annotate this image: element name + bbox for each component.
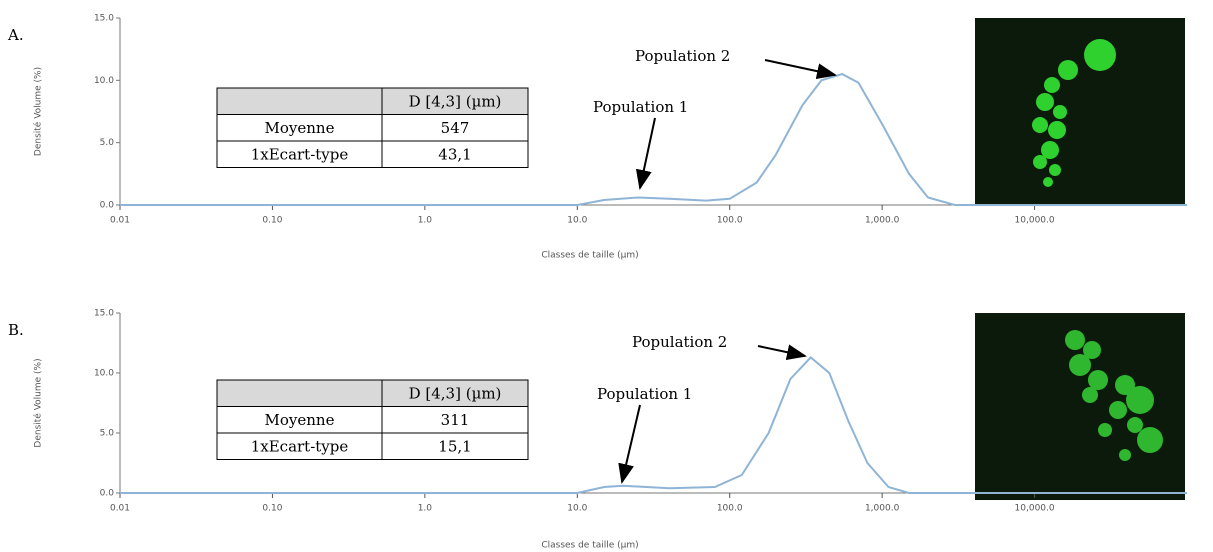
table-cell-text: 15,1 bbox=[438, 437, 471, 455]
table-header-cell bbox=[216, 87, 383, 115]
x-tick-label: 0.10 bbox=[262, 504, 282, 514]
x-axis-label: Classes de taille (µm) bbox=[541, 251, 638, 261]
table-cell-text: 43,1 bbox=[438, 145, 471, 163]
annotation-arrow bbox=[764, 59, 837, 80]
table-header-cell bbox=[216, 379, 383, 407]
x-axis-label: Classes de taille (µm) bbox=[541, 541, 638, 551]
x-tick-label: 100.0 bbox=[717, 216, 743, 226]
table-cell bbox=[216, 406, 383, 434]
y-tick-label: 5.0 bbox=[100, 429, 115, 439]
annotation-arrow bbox=[757, 344, 807, 361]
table-cell bbox=[381, 432, 529, 460]
table-cell bbox=[381, 114, 529, 142]
table-cell bbox=[216, 432, 383, 460]
table-cell-text: 1xEcart-type bbox=[251, 437, 349, 455]
annotation: Population 1 bbox=[597, 385, 692, 403]
x-tick-label: 10,000.0 bbox=[1015, 504, 1055, 514]
x-tick-label: 1,000.0 bbox=[865, 216, 900, 226]
table-cell-text: Moyenne bbox=[265, 411, 335, 429]
x-tick-label: 10,000.0 bbox=[1015, 216, 1055, 226]
annotation: Population 1 bbox=[593, 98, 688, 116]
annotation-arrow bbox=[618, 404, 641, 484]
annotation-arrow bbox=[635, 117, 656, 190]
micrograph bbox=[975, 313, 1185, 500]
y-tick-label: 15.0 bbox=[94, 309, 114, 319]
table-cell bbox=[216, 140, 383, 168]
table-cell bbox=[381, 406, 529, 434]
x-tick-label: 0.01 bbox=[110, 504, 130, 514]
table-header: D [4,3] (µm) bbox=[409, 384, 502, 402]
annotation: Population 2 bbox=[632, 333, 727, 351]
panel-label: B. bbox=[8, 321, 24, 339]
table-cell-text: 311 bbox=[441, 411, 470, 429]
x-tick-label: 10.0 bbox=[567, 216, 587, 226]
y-tick-label: 10.0 bbox=[94, 76, 114, 86]
x-tick-label: 0.01 bbox=[110, 216, 130, 226]
table-cell-text: 1xEcart-type bbox=[251, 145, 349, 163]
table-cell-text: 547 bbox=[441, 119, 470, 137]
distribution-line bbox=[120, 73, 1187, 206]
x-tick-label: 1.0 bbox=[418, 504, 433, 514]
table-cell bbox=[381, 140, 529, 168]
table-header: D [4,3] (µm) bbox=[409, 92, 502, 110]
x-tick-label: 10.0 bbox=[567, 504, 587, 514]
y-tick-label: 0.0 bbox=[100, 201, 115, 211]
panel-label: A. bbox=[7, 26, 24, 44]
x-tick-label: 100.0 bbox=[717, 504, 743, 514]
y-tick-label: 0.0 bbox=[100, 489, 115, 499]
micrograph bbox=[975, 18, 1185, 205]
distribution-line bbox=[120, 356, 1187, 494]
x-tick-label: 1.0 bbox=[418, 216, 433, 226]
x-tick-label: 0.10 bbox=[262, 216, 282, 226]
y-axis-label: Densité Volume (%) bbox=[33, 67, 44, 156]
y-tick-label: 5.0 bbox=[100, 138, 115, 148]
x-tick-label: 1,000.0 bbox=[865, 504, 900, 514]
annotation: Population 2 bbox=[635, 47, 730, 65]
y-axis-label: Densité Volume (%) bbox=[33, 358, 44, 447]
y-tick-label: 10.0 bbox=[94, 369, 114, 379]
table-header-cell bbox=[381, 379, 529, 407]
table-cell-text: Moyenne bbox=[265, 119, 335, 137]
y-tick-label: 15.0 bbox=[94, 14, 114, 24]
